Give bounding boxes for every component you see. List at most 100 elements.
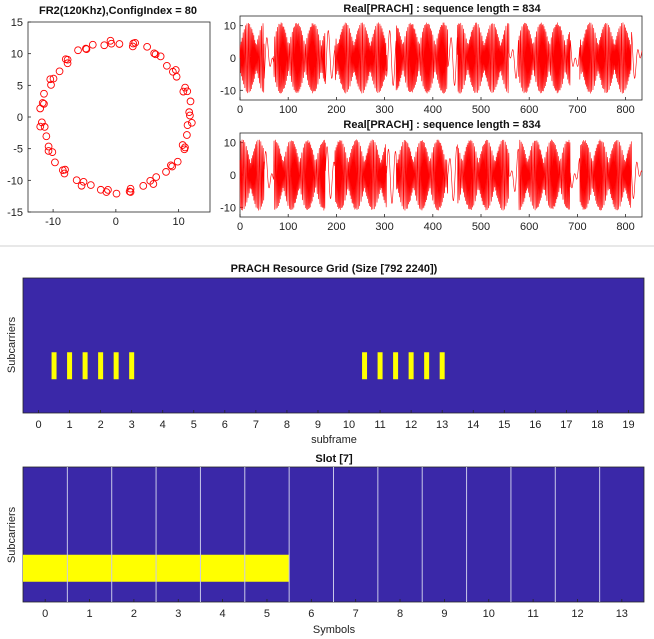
constellation-point [173,157,182,166]
constellation-point [139,182,148,190]
signal-xtick-label: 700 [568,221,586,233]
constellation-panel: FR2(120Khz),ConfigIndex = 80 -10 0 10 15 10 5… [7,5,211,228]
constellation-ytick-label: 5 [17,80,23,92]
constellation-point [36,122,45,131]
signal-xtick-label: 200 [327,221,345,233]
slot-xtick-label: 13 [616,608,628,620]
grid-xtick-label: 6 [222,419,228,431]
constellation-point [82,45,91,53]
signal-xtick-label: 100 [279,221,297,233]
constellation-point [38,99,47,107]
grid-xtick-label: 8 [284,419,290,431]
signal-xtick-label: 500 [472,104,490,116]
constellation-point [51,158,59,167]
constellation-point [171,66,180,74]
constellation-point [55,67,64,76]
constellation-point [49,74,58,83]
constellation-point [125,187,134,196]
constellation-ytick-label: 0 [17,112,23,124]
constellation-point [126,188,135,196]
signal-ytick-label: 0 [230,170,236,182]
constellation-point [79,177,88,186]
constellation-point [156,52,165,61]
constellation-point [162,168,170,176]
grid-xtick-label: 16 [529,419,541,431]
resource-grid-panel: PRACH Resource Grid (Size [792 2240]) 0 1… [6,263,645,446]
signal-ytick-label: 0 [230,53,236,65]
constellation-point [42,132,51,141]
constellation-point [48,148,57,156]
constellation-point [81,44,90,53]
prach-occasion-bar [113,352,119,380]
constellation-xtick-label: 10 [172,216,184,228]
constellation-point [181,83,189,92]
slot-xtick-label: 0 [42,608,48,620]
constellation-point [181,143,189,152]
signal-xtick-label: 300 [375,221,393,233]
grid-xtick-label: 14 [467,419,479,431]
constellation-point [74,46,82,55]
signal-xtick-label: 700 [568,104,586,116]
slot-xtick-label: 9 [441,608,447,620]
constellation-ytick-label: 10 [11,49,23,61]
prach-occasion-bar [129,352,135,380]
signal-xtick-label: 100 [279,104,297,116]
constellation-point [72,176,81,185]
grid-xtick-label: 4 [160,419,166,431]
constellation-point [167,161,175,170]
grid-xtick-label: 5 [191,419,197,431]
grid-xtick-label: 9 [315,419,321,431]
constellation-title: FR2(120Khz),ConfigIndex = 80 [39,5,197,17]
resource-grid-xlabel: subframe [311,434,357,446]
signal-xtick-label: 300 [375,104,393,116]
constellation-ytick-label: -5 [13,144,23,156]
signal-xtick-label: 0 [237,221,243,233]
constellation-point [44,142,53,151]
constellation-point [187,118,196,127]
slot-xtick-label: 1 [86,608,92,620]
grid-xtick-label: 17 [560,419,572,431]
slot-xtick-label: 7 [353,608,359,620]
constellation-point [183,87,192,96]
constellation-point [47,81,55,89]
signal-ytick-label: -10 [220,202,236,214]
constellation-point [186,111,194,120]
constellation-point [88,40,97,49]
grid-xtick-label: 18 [591,419,603,431]
constellation-point [86,181,95,189]
signal-1-series-line [239,22,643,94]
signal-panel-1: Real[PRACH] : sequence length = 834 0 100… [220,3,643,116]
grid-xtick-label: 3 [129,419,135,431]
constellation-point [150,49,159,58]
constellation-point [37,118,46,127]
prach-occasion-bar [424,352,430,380]
constellation-point [163,61,171,70]
constellation-point [186,97,195,106]
constellation-point [149,180,158,188]
constellation-ytick-label: 15 [11,17,23,29]
slot-xlabel: Symbols [313,624,356,636]
signal-xtick-label: 600 [520,221,538,233]
constellation-ytick-label: -15 [7,207,23,219]
signal-ytick-label: -10 [220,85,236,97]
constellation-point [152,173,161,181]
grid-xtick-label: 11 [374,419,385,431]
prach-occasion-bar [51,352,57,380]
constellation-point [104,186,112,194]
signal-xtick-label: 200 [327,104,345,116]
constellation-point [183,131,191,139]
constellation-point [77,181,86,190]
prach-occasion-bar [98,352,104,380]
figure-divider [0,232,654,246]
constellation-point [40,89,48,98]
prach-occasion-bar [408,352,414,380]
slot-ylabel: Subcarriers [6,506,18,563]
signal-xtick-label: 600 [520,104,538,116]
signal-xtick-label: 400 [424,104,442,116]
signal-xtick-label: 500 [472,221,490,233]
slot-xtick-label: 5 [264,608,270,620]
constellation-point [168,162,177,171]
slot-xtick-label: 4 [220,608,226,620]
constellation-point [46,75,55,84]
signal-xtick-label: 400 [424,221,442,233]
